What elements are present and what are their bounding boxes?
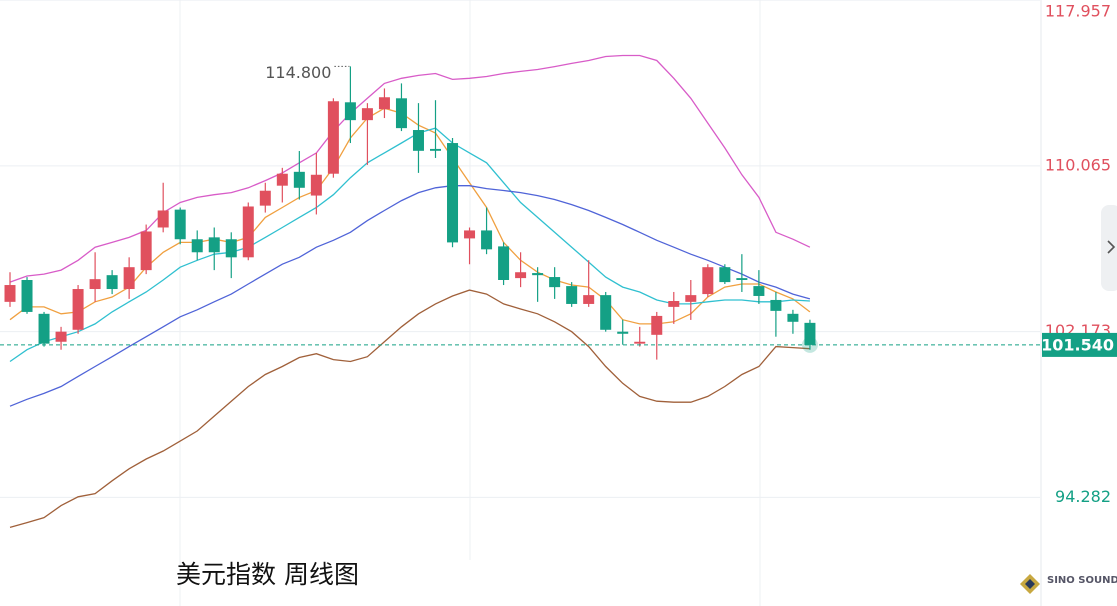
candle-body <box>787 313 799 322</box>
candle-body <box>583 295 595 304</box>
logo-icon-inner <box>1025 579 1035 589</box>
candle-body <box>498 246 510 280</box>
candle-body <box>685 295 697 302</box>
candle-body <box>276 173 288 186</box>
candle-body <box>447 143 459 243</box>
candle-body <box>208 237 220 253</box>
candle-body <box>310 174 322 196</box>
y-tick-label: 94.282 <box>1055 487 1111 506</box>
candle-body <box>89 279 101 290</box>
candle-body <box>327 101 339 174</box>
candle-body <box>123 267 135 290</box>
candle-body <box>344 102 356 121</box>
candle-body <box>361 108 373 121</box>
candle-body <box>140 231 152 271</box>
indicator-line <box>9 107 811 325</box>
candle-body <box>106 275 118 290</box>
candle-body <box>38 313 50 344</box>
candle-body <box>702 267 714 295</box>
candle-body <box>600 295 612 330</box>
candle-body <box>464 230 476 239</box>
candle-body <box>225 239 237 258</box>
candle-body <box>515 272 527 279</box>
candle-body <box>634 341 646 344</box>
indicator-line <box>9 185 811 407</box>
y-tick-label: 117.957 <box>1045 2 1111 21</box>
high-marker-label: 114.800 <box>265 63 331 82</box>
candle-body <box>259 190 271 206</box>
y-tick-label: 110.065 <box>1045 155 1111 174</box>
logo-text: SINO SOUND <box>1047 575 1117 586</box>
candle-body <box>719 267 731 283</box>
indicator-line <box>9 289 810 529</box>
side-tab[interactable] <box>1101 205 1117 291</box>
candle-body <box>753 286 765 296</box>
candle-body <box>412 130 424 151</box>
candle-body <box>4 285 16 302</box>
side-tab-icon <box>1107 240 1116 254</box>
candle-body <box>55 331 67 342</box>
candle-body <box>804 322 816 345</box>
candle-body <box>21 279 33 312</box>
candle-body <box>617 331 629 334</box>
candle-body <box>157 210 169 228</box>
candle-body <box>293 171 305 188</box>
candle-body <box>481 230 493 250</box>
candle-body <box>72 289 84 330</box>
candle-body <box>191 239 203 253</box>
last-price-label: 101.540 <box>1041 335 1114 354</box>
candle-body <box>651 315 663 335</box>
candle-body <box>770 299 782 311</box>
candle-body <box>532 273 544 276</box>
candle-body <box>174 209 186 240</box>
candle-body <box>668 301 680 307</box>
chart-title: 美元指数 周线图 <box>176 560 359 589</box>
candle-body <box>736 278 748 280</box>
last-price-box <box>1042 332 1117 357</box>
candle-body <box>566 286 578 304</box>
candle-body <box>242 206 254 258</box>
candle-body <box>430 148 441 151</box>
last-price-glow <box>801 336 818 353</box>
candle-body <box>378 97 390 110</box>
candle-body <box>395 98 407 129</box>
candle-body <box>549 277 561 288</box>
